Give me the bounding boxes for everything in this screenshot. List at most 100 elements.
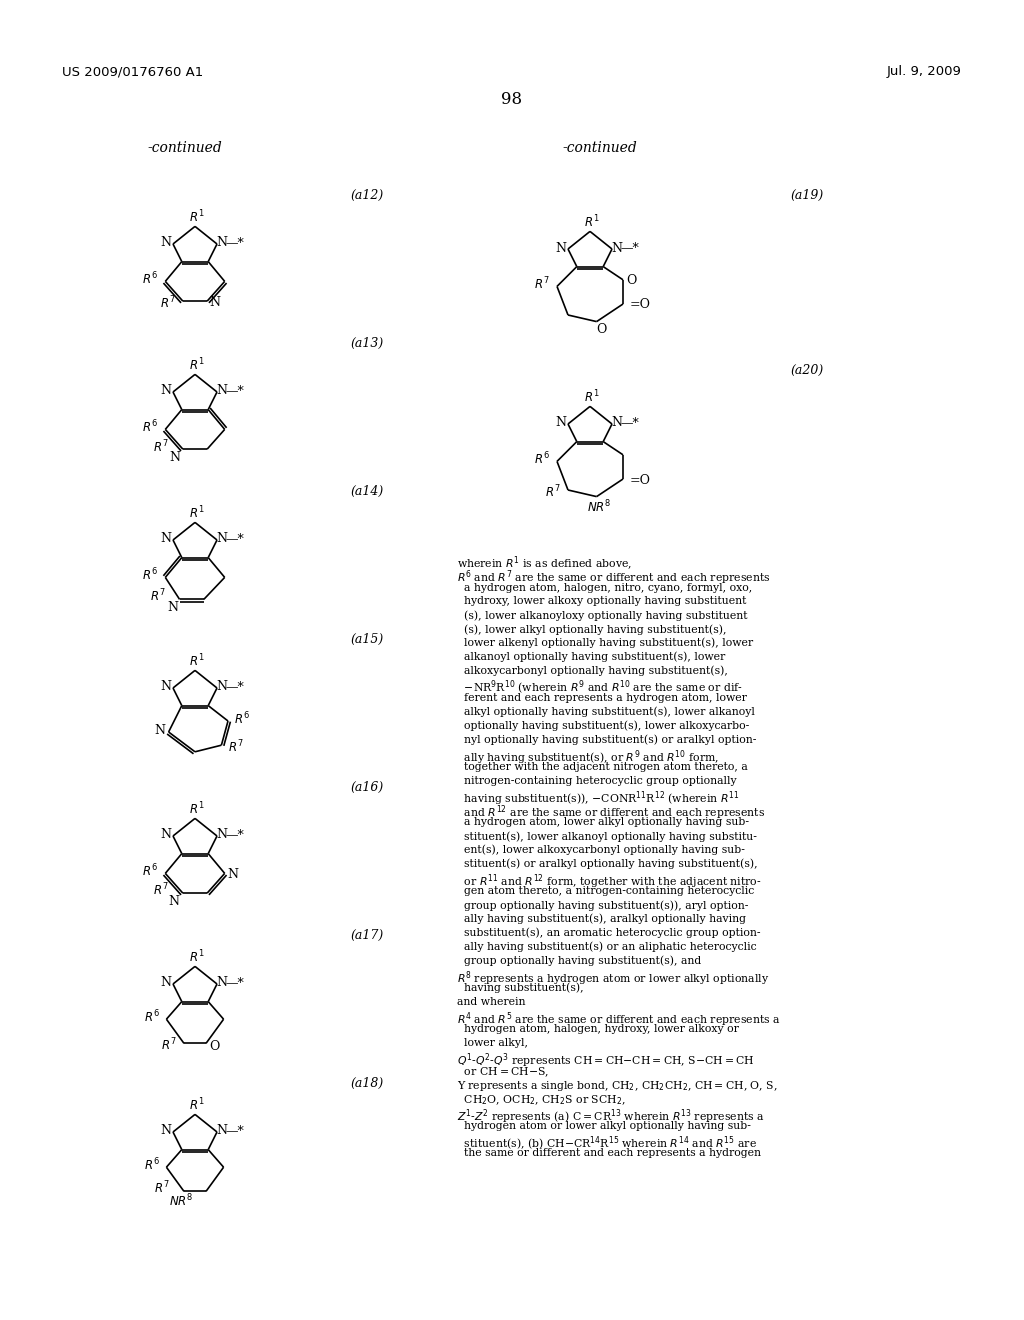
Text: —*: —*	[225, 977, 245, 990]
Text: $R^6$: $R^6$	[142, 568, 158, 583]
Text: N: N	[216, 384, 227, 397]
Text: —*: —*	[225, 829, 245, 842]
Text: —*: —*	[225, 236, 245, 249]
Text: ally having substituent(s), or $R^9$ and $R^{10}$ form,: ally having substituent(s), or $R^9$ and…	[457, 748, 719, 767]
Text: $R^7$: $R^7$	[160, 294, 176, 312]
Text: —*: —*	[621, 417, 639, 429]
Text: =O: =O	[630, 474, 650, 487]
Text: together with the adjacent nitrogen atom thereto, a: together with the adjacent nitrogen atom…	[457, 762, 748, 772]
Text: hydrogen atom, halogen, hydroxy, lower alkoxy or: hydrogen atom, halogen, hydroxy, lower a…	[457, 1024, 739, 1034]
Text: $R^7$: $R^7$	[227, 739, 243, 755]
Text: —*: —*	[225, 681, 245, 693]
Text: N: N	[216, 977, 227, 990]
Text: N: N	[161, 829, 171, 842]
Text: $R^8$ represents a hydrogen atom or lower alkyl optionally: $R^8$ represents a hydrogen atom or lowe…	[457, 969, 769, 987]
Text: stituent(s) or aralkyl optionally having substituent(s),: stituent(s) or aralkyl optionally having…	[457, 858, 758, 869]
Text: $R^1$: $R^1$	[189, 949, 205, 966]
Text: —*: —*	[225, 384, 245, 397]
Text: Y represents a single bond, CH$_2$, CH$_2$CH$_2$, CH$=$CH, O, S,: Y represents a single bond, CH$_2$, CH$_…	[457, 1080, 777, 1093]
Text: N: N	[216, 681, 227, 693]
Text: CH$_2$O, OCH$_2$, CH$_2$S or SCH$_2$,: CH$_2$O, OCH$_2$, CH$_2$S or SCH$_2$,	[457, 1093, 626, 1106]
Text: 98: 98	[502, 91, 522, 108]
Text: alkyl optionally having substituent(s), lower alkanoyl: alkyl optionally having substituent(s), …	[457, 706, 755, 717]
Text: $R^6$: $R^6$	[143, 1156, 160, 1173]
Text: US 2009/0176760 A1: US 2009/0176760 A1	[62, 66, 203, 78]
Text: N: N	[154, 725, 165, 738]
Text: $R^7$: $R^7$	[150, 589, 165, 605]
Text: hydroxy, lower alkoxy optionally having substituent: hydroxy, lower alkoxy optionally having …	[457, 597, 746, 606]
Text: O: O	[596, 323, 607, 337]
Text: (a18): (a18)	[350, 1077, 383, 1089]
Text: $R^6$: $R^6$	[234, 710, 250, 727]
Text: (a15): (a15)	[350, 632, 383, 645]
Text: (a19): (a19)	[790, 189, 823, 202]
Text: ally having substituent(s) or an aliphatic heterocyclic: ally having substituent(s) or an aliphat…	[457, 941, 757, 952]
Text: -continued: -continued	[562, 141, 637, 154]
Text: (a12): (a12)	[350, 189, 383, 202]
Text: N: N	[161, 236, 171, 249]
Text: the same or different and each represents a hydrogen: the same or different and each represent…	[457, 1148, 761, 1159]
Text: lower alkyl,: lower alkyl,	[457, 1038, 528, 1048]
Text: or $R^{11}$ and $R^{12}$ form, together with the adjacent nitro-: or $R^{11}$ and $R^{12}$ form, together …	[457, 873, 762, 891]
Text: (a16): (a16)	[350, 780, 383, 793]
Text: $R^6$: $R^6$	[142, 271, 158, 288]
Text: $R^1$: $R^1$	[189, 209, 205, 226]
Text: $R^1$: $R^1$	[189, 653, 205, 669]
Text: stituent(s), lower alkanoyl optionally having substitu-: stituent(s), lower alkanoyl optionally h…	[457, 832, 757, 842]
Text: N: N	[611, 417, 623, 429]
Text: alkoxycarbonyl optionally having substituent(s),: alkoxycarbonyl optionally having substit…	[457, 665, 728, 676]
Text: having substituent(s)), $-$CONR$^{11}$R$^{12}$ (wherein $R^{11}$: having substituent(s)), $-$CONR$^{11}$R$…	[457, 789, 739, 808]
Text: N: N	[161, 1125, 171, 1138]
Text: ferent and each represents a hydrogen atom, lower: ferent and each represents a hydrogen at…	[457, 693, 746, 704]
Text: (a17): (a17)	[350, 928, 383, 941]
Text: lower alkenyl optionally having substituent(s), lower: lower alkenyl optionally having substitu…	[457, 638, 753, 648]
Text: N: N	[167, 601, 178, 614]
Text: (a20): (a20)	[790, 363, 823, 376]
Text: N: N	[227, 869, 239, 880]
Text: N: N	[216, 236, 227, 249]
Text: $R^6$ and $R^7$ are the same or different and each represents: $R^6$ and $R^7$ are the same or differen…	[457, 569, 770, 587]
Text: (a13): (a13)	[350, 337, 383, 350]
Text: $R^1$: $R^1$	[189, 801, 205, 817]
Text: N: N	[216, 829, 227, 842]
Text: (s), lower alkanoyloxy optionally having substituent: (s), lower alkanoyloxy optionally having…	[457, 610, 748, 620]
Text: $Q^1$-$Q^2$-$Q^3$ represents CH$=$CH$-$CH$=$CH, S$-$CH$=$CH: $Q^1$-$Q^2$-$Q^3$ represents CH$=$CH$-$C…	[457, 1052, 755, 1071]
Text: stituent(s), (b) CH$-$CR$^{14}$R$^{15}$ wherein $R^{14}$ and $R^{15}$ are: stituent(s), (b) CH$-$CR$^{14}$R$^{15}$ …	[457, 1135, 757, 1152]
Text: N: N	[161, 384, 171, 397]
Text: N: N	[169, 450, 180, 463]
Text: a hydrogen atom, lower alkyl optionally having sub-: a hydrogen atom, lower alkyl optionally …	[457, 817, 749, 828]
Text: $Z^1$-$Z^2$ represents (a) C$=$CR$^{13}$ wherein $R^{13}$ represents a: $Z^1$-$Z^2$ represents (a) C$=$CR$^{13}$…	[457, 1107, 765, 1126]
Text: $-$NR$^9$R$^{10}$ (wherein $R^9$ and $R^{10}$ are the same or dif-: $-$NR$^9$R$^{10}$ (wherein $R^9$ and $R^…	[457, 680, 742, 697]
Text: N: N	[161, 681, 171, 693]
Text: N: N	[216, 532, 227, 545]
Text: $R^1$: $R^1$	[189, 358, 205, 374]
Text: having substituent(s),: having substituent(s),	[457, 983, 584, 994]
Text: $R^7$: $R^7$	[154, 438, 169, 455]
Text: gen atom thereto, a nitrogen-containing heterocyclic: gen atom thereto, a nitrogen-containing …	[457, 886, 755, 896]
Text: $R^4$ and $R^5$ are the same or different and each represents a: $R^4$ and $R^5$ are the same or differen…	[457, 1010, 780, 1030]
Text: N: N	[611, 242, 623, 255]
Text: O: O	[626, 275, 636, 288]
Text: a hydrogen atom, halogen, nitro, cyano, formyl, oxo,: a hydrogen atom, halogen, nitro, cyano, …	[457, 582, 753, 593]
Text: N: N	[216, 1125, 227, 1138]
Text: $R^1$: $R^1$	[585, 214, 600, 231]
Text: N: N	[555, 242, 566, 255]
Text: or CH$=$CH$-$S,: or CH$=$CH$-$S,	[457, 1065, 549, 1080]
Text: Jul. 9, 2009: Jul. 9, 2009	[887, 66, 962, 78]
Text: =O: =O	[630, 298, 650, 312]
Text: and $R^{12}$ are the same or different and each represents: and $R^{12}$ are the same or different a…	[457, 804, 765, 822]
Text: $NR^8$: $NR^8$	[169, 1193, 194, 1209]
Text: group optionally having substituent(s), and: group optionally having substituent(s), …	[457, 956, 701, 966]
Text: alkanoyl optionally having substituent(s), lower: alkanoyl optionally having substituent(s…	[457, 652, 725, 663]
Text: (a14): (a14)	[350, 484, 383, 498]
Text: optionally having substituent(s), lower alkoxycarbо-: optionally having substituent(s), lower …	[457, 721, 750, 731]
Text: $R^6$: $R^6$	[142, 420, 158, 436]
Text: ally having substituent(s), aralkyl optionally having: ally having substituent(s), aralkyl opti…	[457, 913, 746, 924]
Text: $R^1$: $R^1$	[585, 389, 600, 405]
Text: N: N	[555, 417, 566, 429]
Text: O: O	[209, 1040, 219, 1053]
Text: $NR^8$: $NR^8$	[588, 499, 611, 515]
Text: group optionally having substituent(s)), aryl option-: group optionally having substituent(s)),…	[457, 900, 749, 911]
Text: N: N	[210, 296, 220, 309]
Text: $R^7$: $R^7$	[535, 276, 550, 293]
